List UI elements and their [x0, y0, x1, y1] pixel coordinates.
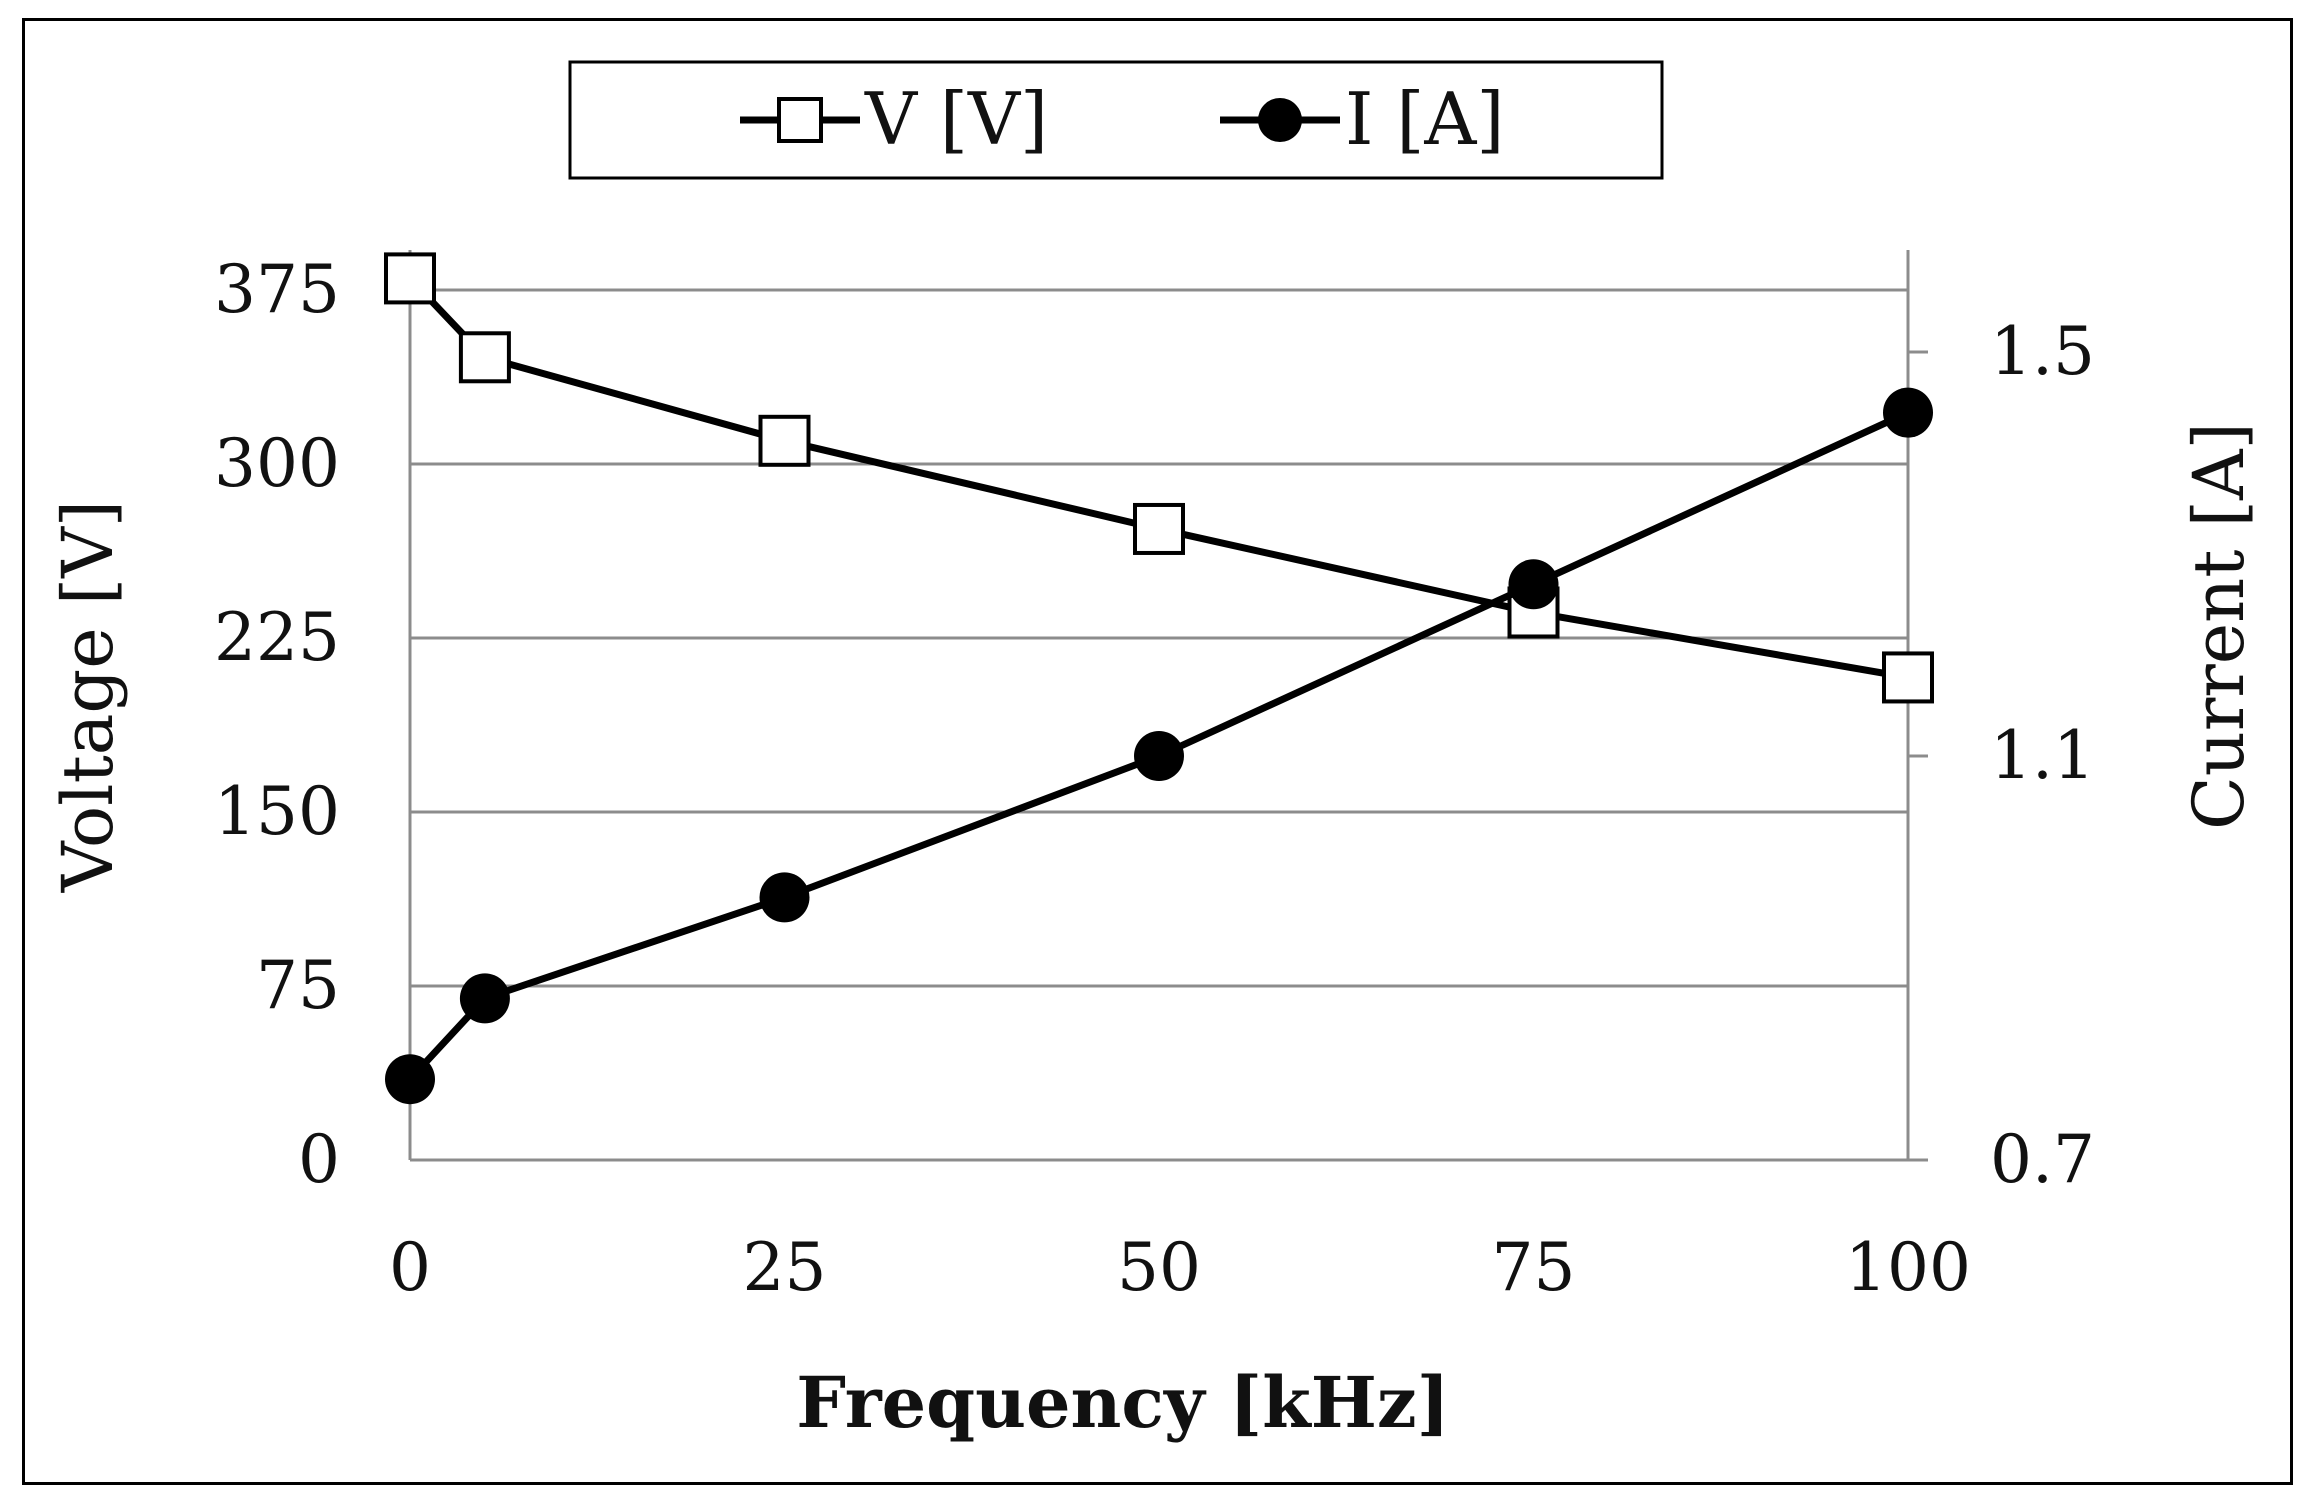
- y-tick-label: 300: [214, 425, 340, 502]
- current-point: [459, 973, 510, 1024]
- voltage-point: [458, 331, 511, 384]
- x-tick-label: 100: [1845, 1229, 1971, 1306]
- y-axis-title: Voltage [V]: [47, 500, 129, 893]
- legend-v-marker: [777, 97, 823, 143]
- current-point: [1883, 387, 1933, 438]
- voltage-point: [758, 414, 811, 467]
- x-tick-label: 75: [1492, 1229, 1576, 1306]
- series-line-voltage: [407, 275, 1909, 681]
- y-tick-label: 150: [214, 773, 340, 850]
- x-tick-label: 25: [743, 1229, 827, 1306]
- x-axis-title: Frequency [kHz]: [796, 1361, 1449, 1444]
- y2-axis-title: Current [A]: [2178, 422, 2260, 830]
- legend: V [V] I [A]: [568, 60, 1664, 180]
- voltage-point: [1882, 651, 1934, 704]
- legend-v-label: V [V]: [864, 77, 1048, 161]
- y-tick-label: 75: [256, 947, 340, 1024]
- y-tick-label: 375: [214, 251, 340, 328]
- current-point: [385, 1054, 435, 1105]
- current-point: [1134, 731, 1184, 781]
- y2-tick-label: 1.5: [1990, 313, 2095, 390]
- current-point: [759, 872, 810, 923]
- voltage-point: [1133, 502, 1185, 555]
- current-point: [1508, 559, 1559, 610]
- y-tick-label: 0: [298, 1121, 340, 1198]
- legend-i-label: I [A]: [1345, 77, 1505, 161]
- y2-tick-label: 0.7: [1990, 1121, 2095, 1198]
- y2-tick-label: 1.1: [1990, 717, 2095, 794]
- x-tick-label: 0: [389, 1229, 431, 1306]
- x-tick-label: 50: [1117, 1229, 1201, 1306]
- voltage-point: [384, 252, 436, 305]
- legend-i-marker: [1258, 98, 1302, 142]
- y-tick-label: 225: [214, 599, 340, 676]
